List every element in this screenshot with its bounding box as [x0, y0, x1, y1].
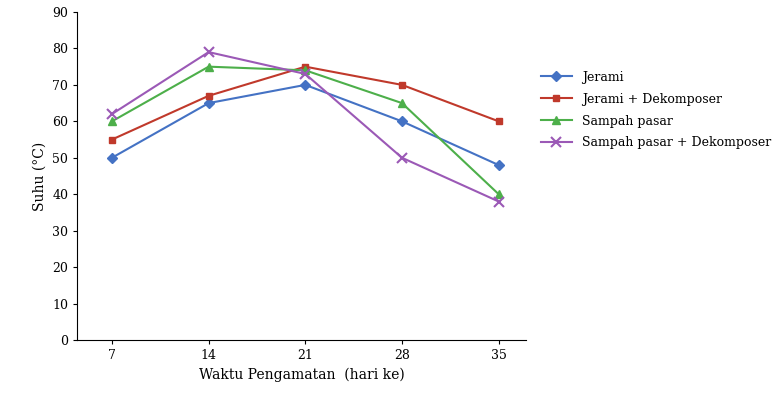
- Jerami: [397, 119, 406, 124]
- Line: Sampah pasar + Dekomposer: Sampah pasar + Dekomposer: [107, 47, 504, 206]
- Jerami: [204, 101, 214, 106]
- Y-axis label: Suhu (°C): Suhu (°C): [33, 141, 46, 211]
- Sampah pasar: [397, 101, 406, 106]
- Legend: Jerami, Jerami + Dekomposer, Sampah pasar, Sampah pasar + Dekomposer: Jerami, Jerami + Dekomposer, Sampah pasa…: [537, 68, 774, 153]
- Sampah pasar + Dekomposer: [494, 199, 503, 204]
- Sampah pasar: [204, 64, 214, 69]
- Jerami + Dekomposer: [494, 119, 503, 124]
- Sampah pasar: [300, 68, 310, 73]
- X-axis label: Waktu Pengamatan  (hari ke): Waktu Pengamatan (hari ke): [199, 368, 405, 382]
- Jerami + Dekomposer: [204, 94, 214, 98]
- Jerami: [300, 82, 310, 87]
- Jerami + Dekomposer: [300, 64, 310, 69]
- Line: Sampah pasar: Sampah pasar: [108, 62, 503, 198]
- Sampah pasar + Dekomposer: [300, 72, 310, 76]
- Sampah pasar + Dekomposer: [397, 155, 406, 160]
- Jerami + Dekomposer: [397, 82, 406, 87]
- Line: Jerami: Jerami: [108, 82, 502, 168]
- Jerami: [108, 155, 117, 160]
- Jerami: [494, 163, 503, 168]
- Sampah pasar + Dekomposer: [108, 112, 117, 116]
- Sampah pasar: [108, 119, 117, 124]
- Sampah pasar + Dekomposer: [204, 50, 214, 54]
- Sampah pasar: [494, 192, 503, 197]
- Jerami + Dekomposer: [108, 137, 117, 142]
- Line: Jerami + Dekomposer: Jerami + Dekomposer: [108, 63, 502, 143]
